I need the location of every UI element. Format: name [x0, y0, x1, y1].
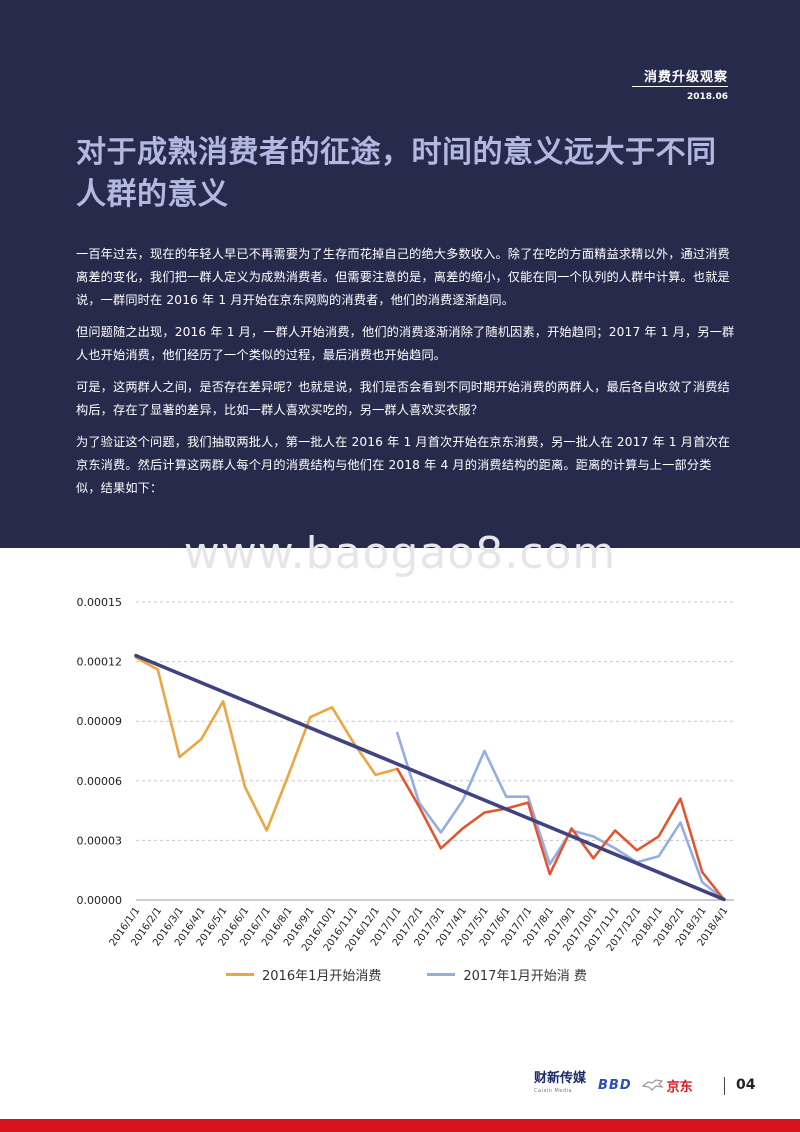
jd-dog-icon	[641, 1079, 664, 1091]
legend-swatch-2017	[427, 972, 456, 976]
issue-date: 2018.06	[687, 92, 728, 102]
legend-item-2016: 2016年1月开始消费	[226, 965, 381, 984]
jd-logo-text: 京东	[666, 1079, 693, 1095]
bottom-accent-bar	[0, 1119, 800, 1132]
bbd-logo: BBD	[598, 1077, 632, 1093]
footer-logos: 财新传媒 Caixin Media BBD 京东	[534, 1072, 693, 1098]
article-body: 一百年过去，现在的年轻人早已不再需要为了生存而花掉自己的绝大多数收入。除了在吃的…	[76, 243, 736, 509]
page-number: 04	[736, 1077, 756, 1093]
header-divider	[632, 86, 728, 87]
line-chart: 0.00000 0.00003 0.00006 0.00009 0.00012 0.000…	[0, 580, 800, 1000]
caixin-logo-text: 财新传媒	[534, 1071, 587, 1086]
caixin-logo-sub: Caixin Media	[534, 1088, 573, 1094]
legend-swatch-2016	[226, 972, 254, 976]
footer-divider	[724, 1077, 725, 1095]
header-panel: 消费升级观察 2018.06 对于成熟消费者的征途，时间的意义远大于不同人群的意…	[0, 0, 800, 548]
paragraph: 可是，这两群人之间，是否存在差异呢？也就是说，我们是否会看到不同时期开始消费的两…	[76, 380, 730, 417]
legend-label-2016: 2016年1月开始消费	[262, 968, 382, 984]
series-line-2017	[396, 731, 726, 901]
paragraph: 为了验证这个问题，我们抽取两批人，第一批人在 2016 年 1 月首次开始在京东…	[76, 435, 731, 495]
y-tick-label: 0.00012	[77, 656, 123, 669]
paragraph: 一百年过去，现在的年轻人早已不再需要为了生存而花掉自己的绝大多数收入。除了在吃的…	[76, 247, 730, 307]
y-tick-label: 0.00009	[77, 715, 123, 728]
caixin-logo: 财新传媒 Caixin Media	[534, 1072, 586, 1098]
y-tick-label: 0.00003	[77, 834, 123, 847]
y-tick-label: 0.00006	[77, 775, 123, 788]
y-tick-label: 0.00015	[77, 596, 123, 609]
legend-item-2017: 2017年1月开始消 费	[427, 965, 587, 984]
chart-svg: 0.00000 0.00003 0.00006 0.00009 0.00012 0.000…	[77, 596, 734, 954]
paragraph: 但问题随之出现，2016 年 1 月，一群人开始消费，他们的消费逐渐消除了随机因…	[76, 325, 735, 362]
article-title: 对于成熟消费者的征途，时间的意义远大于不同人群的意义	[76, 135, 717, 212]
jd-logo: 京东	[641, 1076, 693, 1095]
y-tick-label: 0.00000	[77, 894, 123, 907]
chart-legend: 2016年1月开始消费 2017年1月开始消 费	[226, 964, 633, 984]
series-line-2016-overlap	[396, 767, 726, 901]
watermark: www.baogao8.com	[183, 528, 617, 579]
trend-line	[134, 653, 726, 902]
section-title: 消费升级观察	[643, 70, 728, 85]
legend-label-2017: 2017年1月开始消 费	[463, 968, 587, 984]
